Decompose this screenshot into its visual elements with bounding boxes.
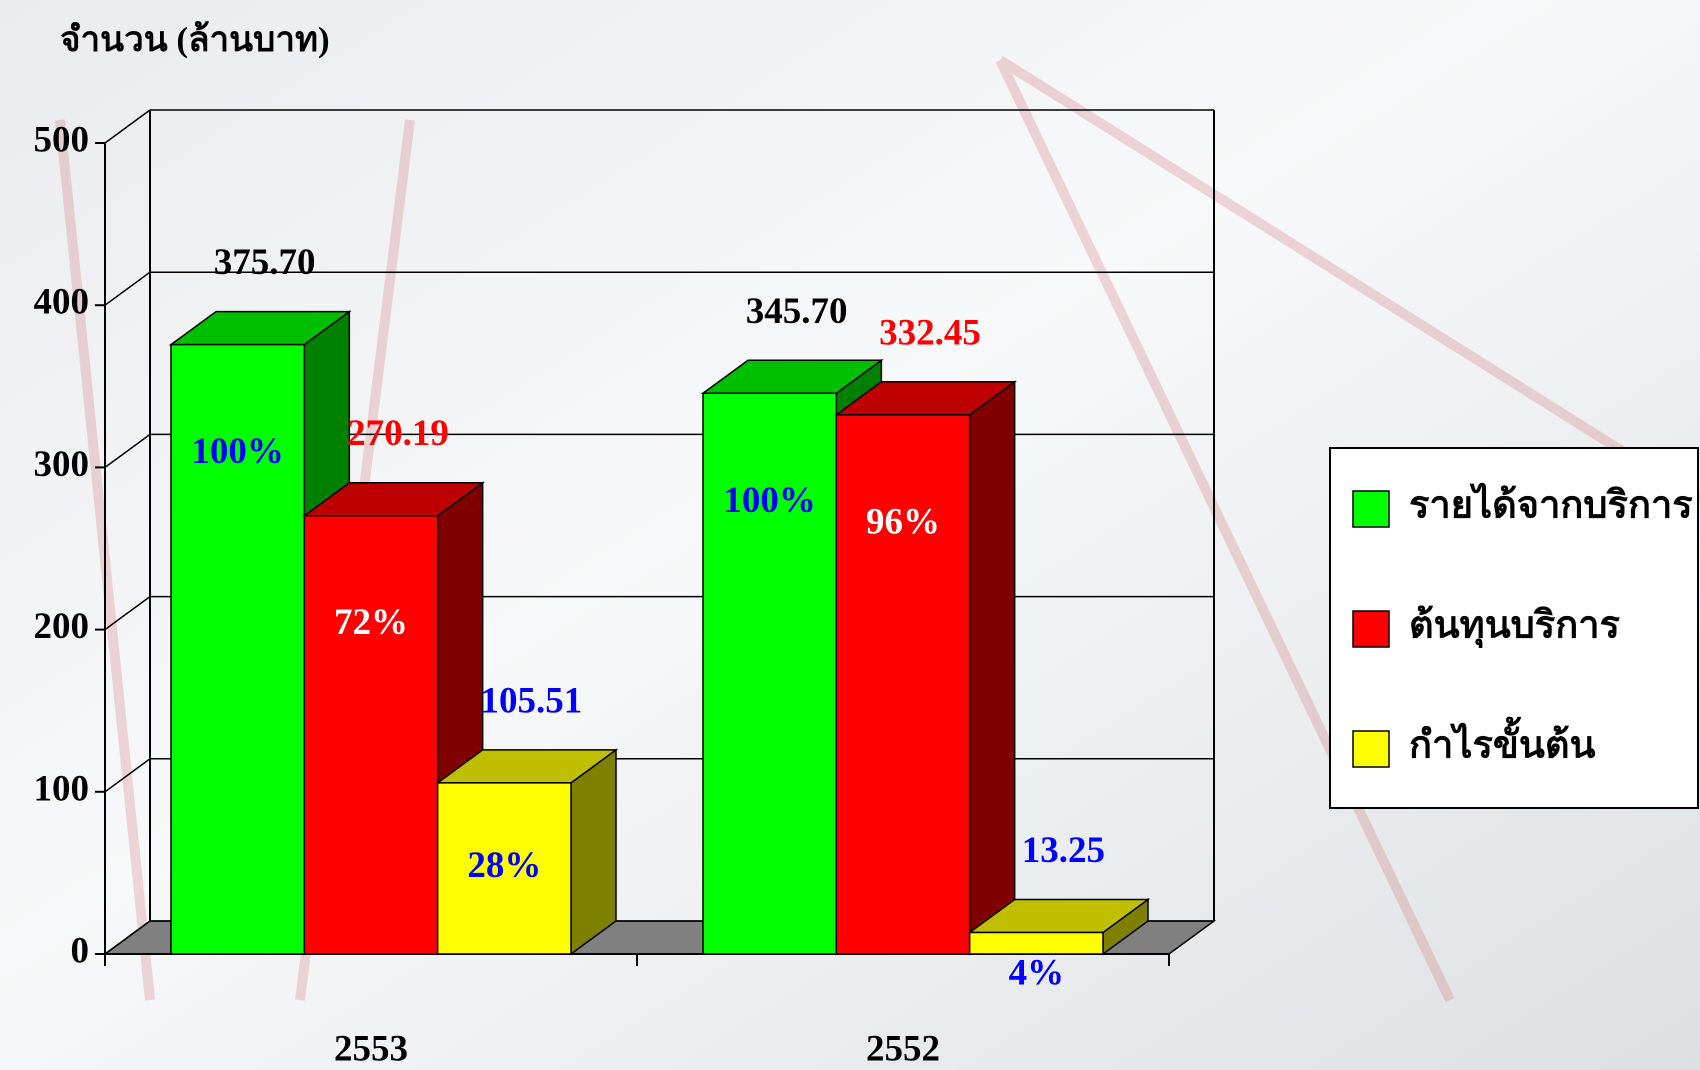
grid-line-side <box>104 271 151 306</box>
grid-line-side <box>104 595 151 631</box>
x-tick-label: 2552 <box>866 1028 940 1069</box>
value-label: 13.25 <box>1022 830 1105 871</box>
percent-label: 72% <box>334 602 408 643</box>
bar <box>702 392 838 955</box>
bar <box>835 414 971 955</box>
legend-box <box>1329 447 1699 809</box>
value-label: 332.45 <box>879 312 981 353</box>
bar <box>436 782 572 955</box>
bar <box>170 343 306 955</box>
grid-line-side <box>104 758 151 793</box>
y-tick-label: 100 <box>34 768 90 809</box>
legend-swatch <box>1352 730 1390 768</box>
grid-line-side <box>104 433 151 469</box>
bar-side <box>968 380 1016 956</box>
value-label: 270.19 <box>347 413 449 454</box>
y-tick-label: 200 <box>34 606 90 647</box>
legend-label: ต้นทุนบริการ <box>1409 605 1621 649</box>
grid-line-side <box>104 109 151 144</box>
legend-swatch <box>1352 610 1390 648</box>
bar-side <box>570 748 617 956</box>
x-tick-label: 2553 <box>334 1028 408 1069</box>
percent-label: 100% <box>723 480 816 521</box>
value-label: 375.70 <box>214 242 316 283</box>
y-tick-label: 0 <box>71 930 90 971</box>
percent-label: 4% <box>1009 952 1065 993</box>
percent-label: 28% <box>467 845 541 886</box>
y-axis-label: จำนวน (ล้านบาท) <box>60 20 330 59</box>
legend-label: กำไรขั้นต้น <box>1409 717 1595 767</box>
legend-swatch <box>1352 490 1390 528</box>
y-tick-label: 500 <box>34 119 90 160</box>
y-tick-label: 400 <box>34 282 90 323</box>
bar <box>303 515 439 955</box>
bar <box>968 931 1104 955</box>
value-label: 105.51 <box>480 680 582 721</box>
grid-line-side <box>104 920 151 955</box>
legend-label: รายได้จากบริการ <box>1409 483 1693 527</box>
y-tick-label: 300 <box>34 444 90 485</box>
percent-label: 100% <box>191 431 284 472</box>
value-label: 345.70 <box>746 291 848 332</box>
percent-label: 96% <box>866 501 940 542</box>
